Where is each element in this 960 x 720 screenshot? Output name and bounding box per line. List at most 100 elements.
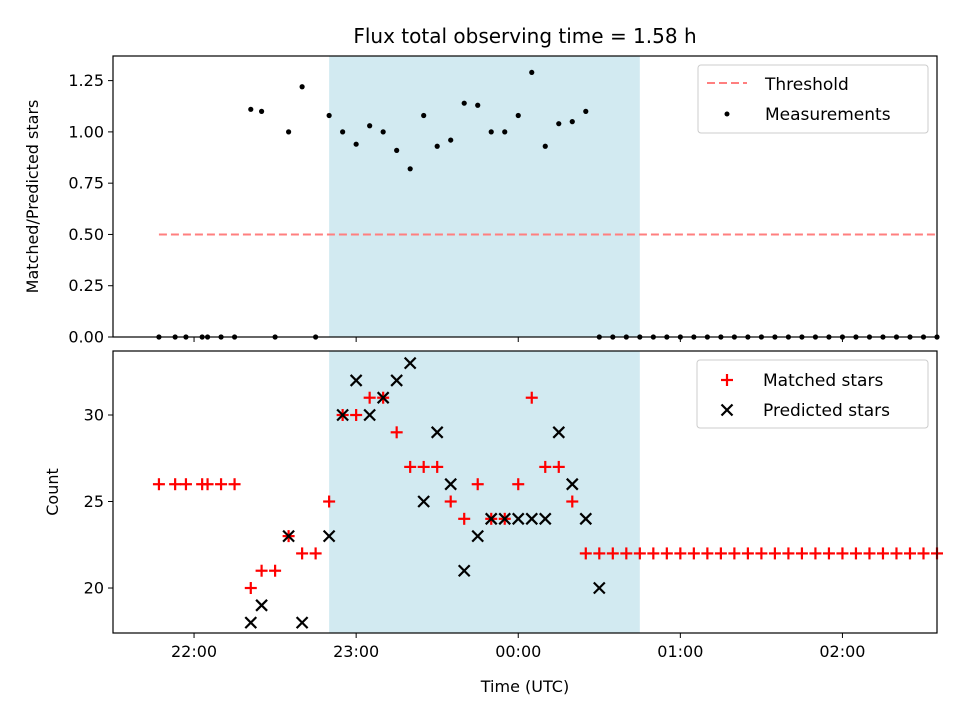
- matched-star-point: [296, 547, 309, 560]
- matched-star-point: [836, 547, 849, 560]
- measurement-point: [326, 112, 332, 119]
- top-y-ticks: 0.00 0.25 0.50 0.75 1.00 1.25: [68, 71, 113, 347]
- predicted-star-point: [525, 512, 539, 526]
- matched-star-point: [512, 478, 525, 491]
- measurement-point: [394, 147, 400, 153]
- predicted-star-point: [566, 477, 579, 491]
- bottom-marks: [152, 356, 943, 629]
- measurement-point: [286, 129, 292, 135]
- matched-star-point: [876, 547, 889, 560]
- matched-star-point: [741, 547, 754, 560]
- bottom-legend: Matched stars Predicted stars: [696, 359, 929, 429]
- legend-measurements-label: Measurements: [765, 105, 891, 125]
- matched-star-point: [620, 547, 633, 560]
- y-tick-label: 1.25: [68, 71, 104, 90]
- y-tick-label: 20: [84, 579, 104, 598]
- top-legend-box: [697, 64, 929, 134]
- predicted-star-point: [322, 529, 336, 543]
- bottom-y-axis-label: Count: [43, 468, 62, 516]
- measurement-point: [515, 112, 521, 119]
- top-x-ticks: [193, 337, 843, 342]
- matched-star-point: [431, 460, 444, 473]
- x-tick-label: 02:00: [819, 642, 865, 661]
- matched-star-point: [809, 547, 822, 560]
- matched-star-point: [152, 478, 165, 491]
- measurement-point: [248, 106, 254, 112]
- matched-star-point: [525, 391, 538, 404]
- measurement-point: [448, 137, 454, 143]
- y-tick-label: 0.00: [68, 328, 104, 347]
- bottom-y-ticks: 20 25 30: [84, 406, 113, 598]
- x-axis-label: Time (UTC): [480, 677, 569, 696]
- measurement-point: [488, 129, 494, 135]
- matched-star-point: [606, 547, 619, 560]
- matched-star-point: [228, 478, 241, 491]
- matched-star-point: [863, 547, 876, 560]
- legend-predicted-label: Predicted stars: [763, 401, 890, 421]
- predicted-star-point: [417, 495, 430, 508]
- legend-measurements-swatch: [724, 111, 730, 117]
- matched-star-point: [404, 460, 417, 473]
- matched-star-point: [714, 547, 727, 560]
- predicted-star-point: [282, 529, 295, 543]
- matched-star-point: [917, 547, 930, 560]
- predicted-star-point: [390, 374, 403, 387]
- matched-star-point: [215, 478, 228, 491]
- bottom-legend-box: [696, 359, 929, 429]
- matched-star-point: [309, 547, 322, 560]
- predicted-star-point: [255, 599, 268, 612]
- matched-star-point: [539, 460, 552, 473]
- x-tick-label: 22:00: [171, 642, 217, 661]
- measurement-point: [353, 141, 359, 147]
- top-legend: Threshold Measurements: [697, 64, 929, 134]
- matched-star-point: [579, 547, 592, 560]
- predicted-star-point: [444, 477, 457, 491]
- matched-star-point: [903, 547, 916, 560]
- measurement-point: [529, 69, 535, 76]
- matched-star-point: [179, 478, 192, 491]
- predicted-star-point: [244, 616, 258, 629]
- measurement-point: [380, 129, 386, 135]
- matched-star-point: [701, 547, 714, 560]
- x-tick-label: 00:00: [495, 642, 541, 661]
- matched-star-point: [417, 460, 430, 473]
- y-tick-label: 0.50: [68, 225, 104, 244]
- matched-star-point: [647, 547, 660, 560]
- top-shaded-region: [329, 56, 640, 337]
- predicted-star-point: [538, 512, 552, 526]
- x-tick-label: 01:00: [657, 642, 703, 661]
- predicted-star-point: [363, 408, 376, 422]
- measurement-point: [421, 112, 427, 119]
- matched-star-point: [363, 391, 376, 404]
- matched-star-point: [552, 460, 565, 473]
- y-tick-label: 30: [84, 406, 104, 425]
- matched-star-point: [768, 547, 781, 560]
- matched-star-point: [169, 478, 182, 491]
- measurement-point: [407, 166, 413, 172]
- predicted-star-point: [498, 512, 512, 526]
- matched-star-point: [566, 495, 579, 508]
- legend-matched-swatch: [721, 374, 733, 386]
- measurement-point: [542, 143, 548, 149]
- x-tick-label: 23:00: [333, 642, 379, 661]
- y-tick-label: 0.25: [68, 276, 104, 295]
- matched-star-point: [633, 547, 646, 560]
- predicted-star-point: [552, 426, 566, 439]
- bottom-panel: 20 25 30 22:00 23:00 00:00 01:00 02:00 Time (U…: [43, 350, 943, 696]
- measurement-point: [434, 143, 440, 149]
- matched-star-point: [674, 547, 687, 560]
- predicted-star-point: [403, 356, 417, 370]
- measurement-point: [461, 100, 467, 106]
- matched-star-point: [822, 547, 835, 560]
- top-marks: [156, 69, 940, 340]
- predicted-star-point: [349, 374, 363, 387]
- bottom-plot-frame: [112, 350, 938, 634]
- measurement-point: [502, 129, 508, 135]
- matched-star-point: [755, 547, 768, 560]
- matched-star-point: [444, 495, 457, 508]
- top-panel: 0.00 0.25 0.50 0.75 1.00 1.25 Flux total obse…: [23, 24, 940, 347]
- predicted-star-point: [511, 512, 525, 526]
- matched-star-point: [201, 478, 214, 491]
- matched-star-point: [782, 547, 795, 560]
